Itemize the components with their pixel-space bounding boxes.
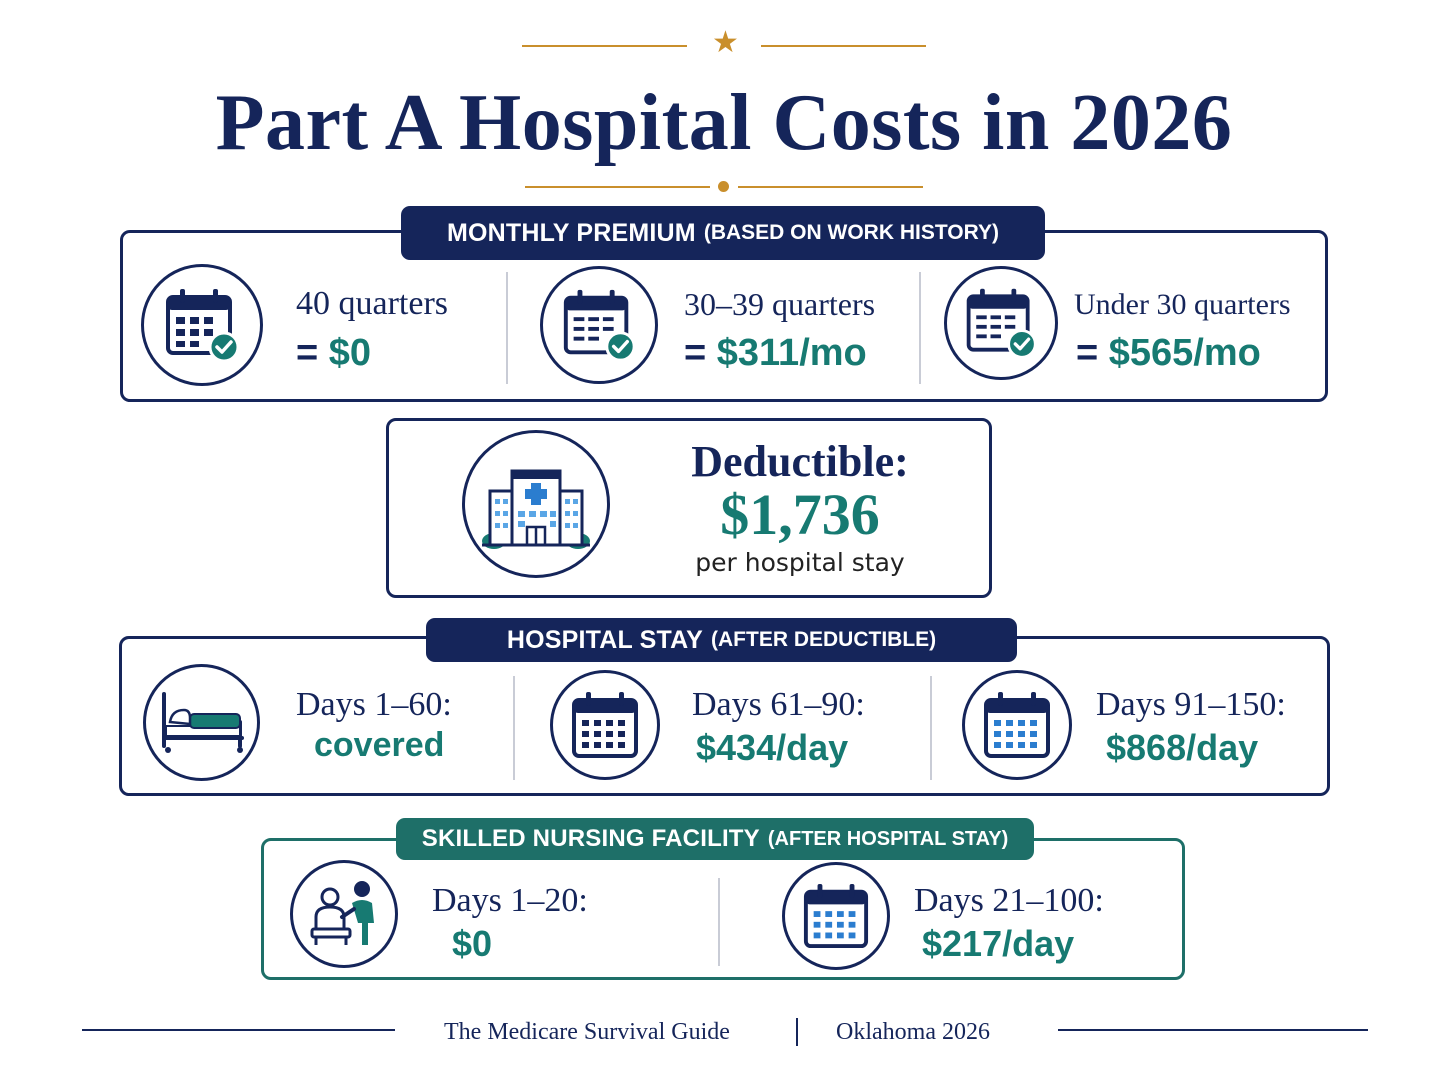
premium-divider-2	[919, 272, 921, 384]
premium-value-under-30-quarters: = $565/mo	[1076, 334, 1261, 372]
title-ornament-line-left	[522, 45, 687, 47]
hospital-bed-icon	[143, 664, 260, 781]
premium-amount: $311/mo	[716, 332, 867, 374]
banner-main-text: MONTHLY PREMIUM	[446, 218, 696, 247]
deductible-value: $1,736	[720, 482, 880, 547]
footer-edition: Oklahoma 2026	[836, 1019, 990, 1045]
snf-value-days-1-20: $0	[452, 923, 493, 964]
footer-line-left	[82, 1029, 395, 1031]
banner-sub-text: (BASED ON WORK HISTORY)	[703, 221, 1000, 244]
hospital-stay-panel	[119, 636, 1330, 796]
stay-label-days-91-150: Days 91–150:	[1096, 686, 1286, 723]
snf-label-days-1-20: Days 1–20:	[432, 882, 588, 919]
caregiver-patient-icon	[290, 860, 398, 968]
page-title: Part A Hospital Costs in 2026	[215, 79, 1233, 167]
premium-label-under-30-quarters: Under 30 quarters	[1074, 288, 1291, 321]
snf-banner: SKILLED NURSING FACILITY (AFTER HOSPITAL…	[396, 818, 1034, 860]
premium-label-30-39-quarters: 30–39 quarters	[684, 286, 876, 322]
snf-divider	[718, 878, 720, 966]
calendar-check-icon	[540, 266, 658, 384]
equals-sign: =	[684, 332, 717, 374]
equals-sign: =	[1076, 332, 1109, 374]
stay-label-days-61-90: Days 61–90:	[692, 686, 865, 723]
premium-value-30-39-quarters: = $311/mo	[684, 334, 867, 372]
calendar-check-icon	[141, 264, 263, 386]
stay-value-days-1-60: covered	[314, 726, 445, 764]
stay-value-days-91-150: $868/day	[1106, 727, 1259, 768]
calendar-icon	[550, 670, 660, 780]
deductible-label: Deductible:	[691, 437, 909, 486]
deductible-note: per hospital stay	[695, 548, 905, 577]
stay-label-days-1-60: Days 1–60:	[296, 686, 452, 723]
footer-guide-title: The Medicare Survival Guide	[444, 1019, 730, 1045]
calendar-icon	[962, 670, 1072, 780]
hospital-building-icon	[462, 430, 610, 578]
premium-amount: $565/mo	[1108, 332, 1261, 374]
snf-label-days-21-100: Days 21–100:	[914, 882, 1104, 919]
footer-line-right	[1058, 1029, 1368, 1031]
snf-value-days-21-100: $217/day	[922, 923, 1075, 964]
star-icon: ★	[712, 25, 739, 60]
title-underline-left	[525, 186, 710, 188]
stay-divider-1	[513, 676, 515, 780]
stay-divider-2	[930, 676, 932, 780]
calendar-icon	[782, 862, 890, 970]
title-dot-ornament	[718, 181, 729, 192]
banner-sub-text: (AFTER DEDUCTIBLE)	[711, 628, 937, 651]
title-ornament-line-right	[761, 45, 926, 47]
banner-main-text: SKILLED NURSING FACILITY	[421, 825, 760, 852]
equals-sign: =	[296, 332, 329, 374]
footer-separator	[796, 1018, 798, 1046]
title-underline-right	[738, 186, 923, 188]
premium-amount: $0	[328, 332, 372, 374]
monthly-premium-banner: MONTHLY PREMIUM (BASED ON WORK HISTORY)	[401, 206, 1045, 260]
banner-sub-text: (AFTER HOSPITAL STAY)	[767, 827, 1009, 850]
hospital-stay-banner: HOSPITAL STAY (AFTER DEDUCTIBLE)	[426, 618, 1017, 662]
premium-label-40-quarters: 40 quarters	[296, 285, 449, 322]
snf-panel	[261, 838, 1185, 980]
premium-value-40-quarters: = $0	[296, 334, 371, 372]
banner-main-text: HOSPITAL STAY	[506, 625, 703, 654]
calendar-check-icon	[944, 266, 1058, 380]
premium-divider-1	[506, 272, 508, 384]
stay-value-days-61-90: $434/day	[696, 727, 849, 768]
